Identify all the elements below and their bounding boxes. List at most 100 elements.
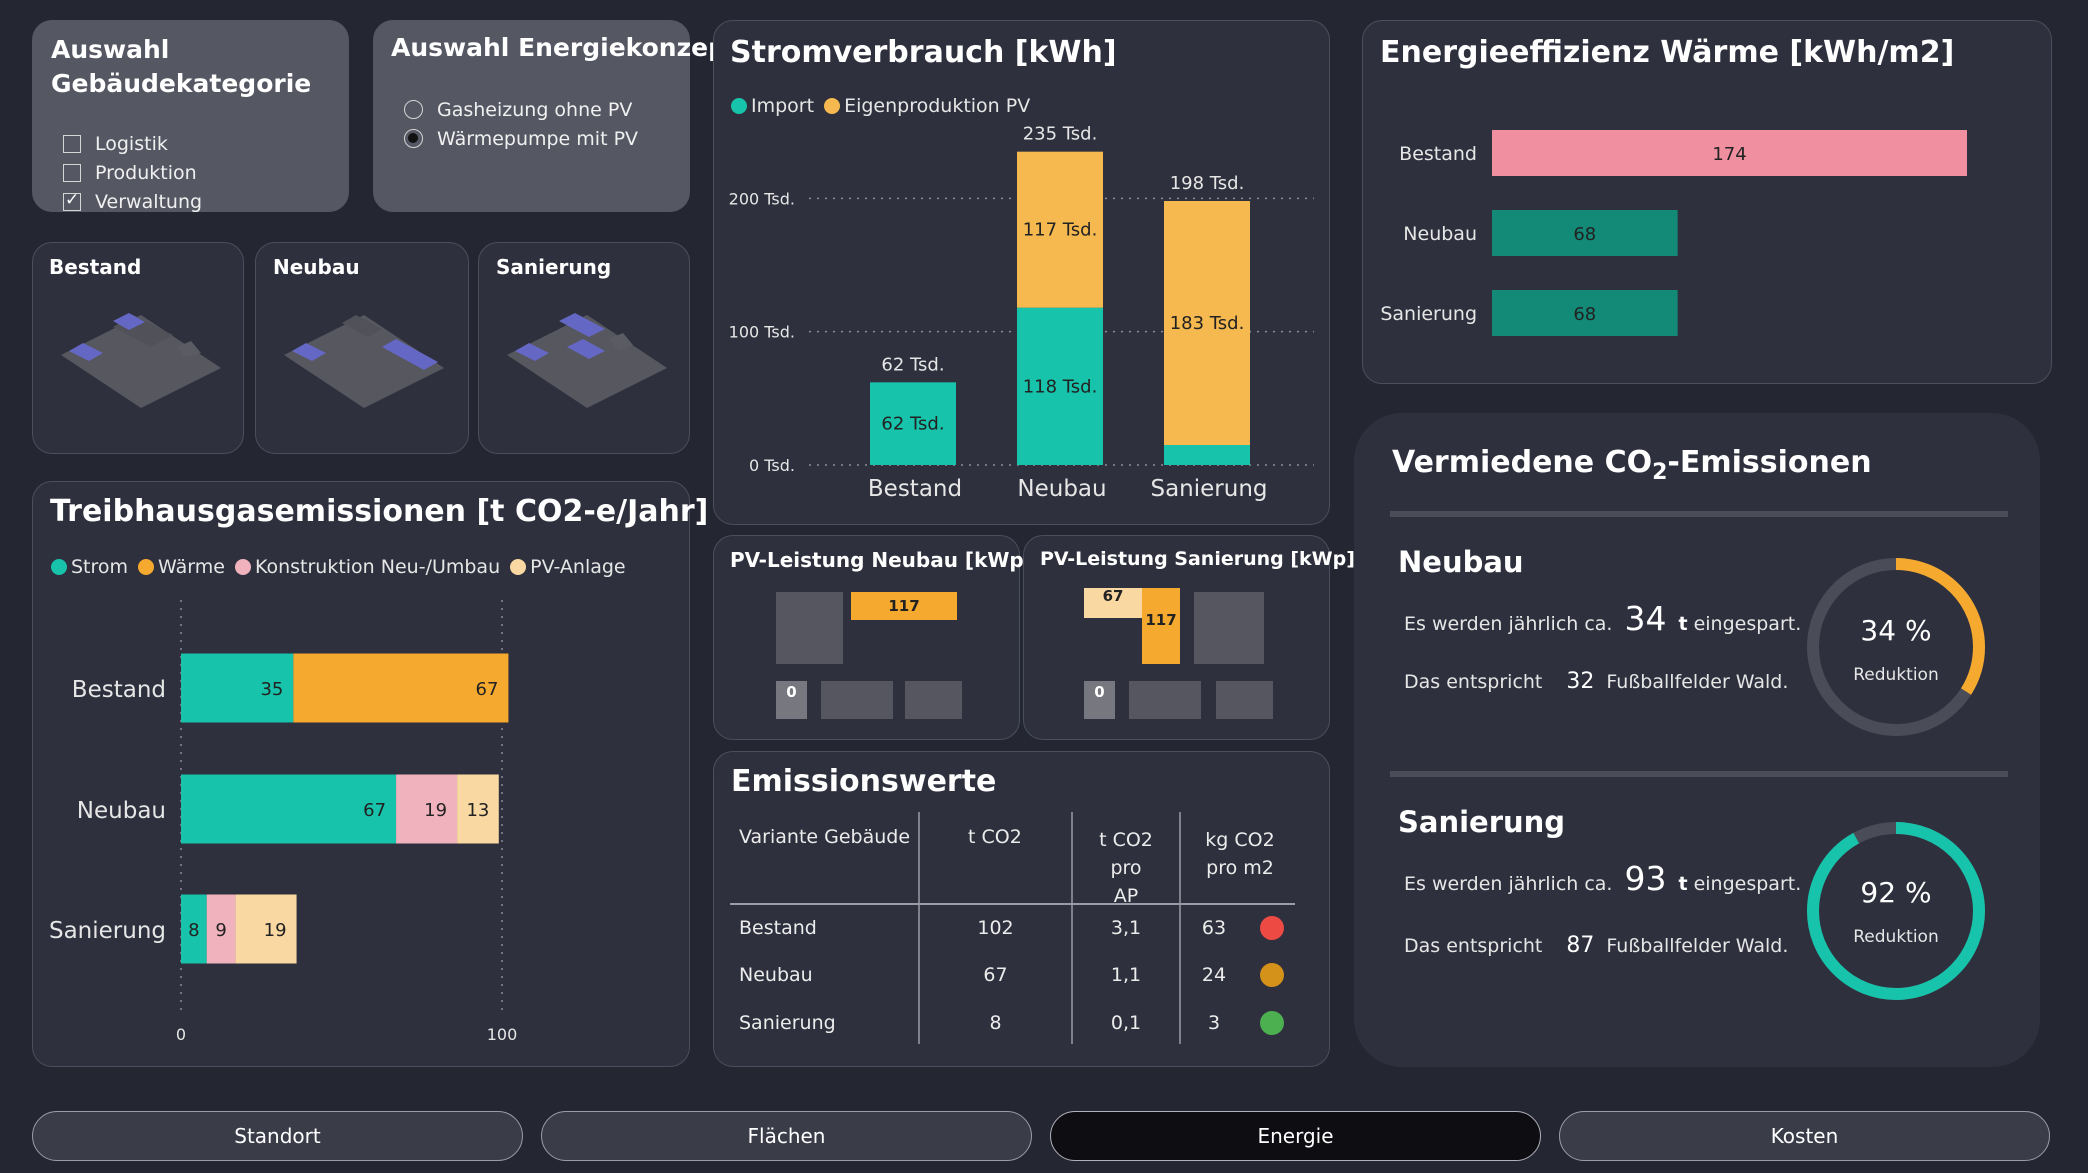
nav-standort-button[interactable]: Standort bbox=[32, 1111, 523, 1161]
avoided-divider-2 bbox=[1390, 771, 2008, 777]
building-card-neubau-label: Neubau bbox=[273, 255, 360, 279]
checkbox-produktion[interactable]: Produktion bbox=[63, 158, 202, 187]
ghg-xtick: 100 bbox=[487, 1025, 518, 1044]
radio-gasheizung-circle[interactable] bbox=[404, 100, 423, 119]
legend-pv-label: Eigenproduktion PV bbox=[844, 95, 1031, 117]
avoided-title-sub: 2 bbox=[1652, 460, 1668, 485]
pv-neubau-block-mid bbox=[821, 681, 893, 719]
ring-progress bbox=[1807, 558, 1985, 736]
strom-bar-sanierung-import bbox=[1164, 445, 1250, 465]
ghg-bar-segment bbox=[181, 774, 397, 844]
legend-strom-label: Strom bbox=[71, 556, 129, 578]
eff-data-label: 174 bbox=[1712, 144, 1746, 165]
pv-neubau-block-right bbox=[905, 681, 962, 719]
eff-bar-bestand bbox=[1492, 130, 1967, 176]
checkbox-verwaltung[interactable]: Verwaltung bbox=[63, 187, 202, 216]
ghg-chart: 0 100 Bestand 35 67 Neubau 67 19 13 Sanierung 8 9 19 bbox=[49, 600, 518, 1044]
strom-ytick: 100 Tsd. bbox=[729, 323, 795, 342]
pv-sanierung-small-block bbox=[1084, 681, 1115, 719]
avoided-sanierung-prefix: Es werden jährlich ca. bbox=[1404, 873, 1613, 895]
strom-panel: Stromverbrauch [kWh] Import Eigenprodukt… bbox=[713, 20, 1330, 525]
cell-tco2: 8 bbox=[989, 1012, 1002, 1034]
pv-sanierung-block-right bbox=[1194, 592, 1264, 664]
nav-energie-button[interactable]: Energie bbox=[1050, 1111, 1541, 1161]
pv-neubau-block-left bbox=[776, 592, 843, 664]
legend-strom-dot bbox=[51, 559, 67, 575]
pv-neubau-small-block bbox=[776, 681, 807, 719]
building-card-sanierung[interactable]: Sanierung bbox=[478, 242, 690, 454]
strom-data-label: 62 Tsd. bbox=[881, 414, 944, 435]
radio-waermepumpe-circle[interactable] bbox=[404, 129, 423, 148]
building-neubau-icon bbox=[284, 315, 444, 408]
legend-pv: Eigenproduktion PV bbox=[824, 95, 1030, 117]
pv-sanierung-main-value: 117 bbox=[1145, 611, 1177, 629]
radio-waermepumpe-label: Wärmepumpe mit PV bbox=[437, 127, 639, 150]
efficiency-panel: Energieeffizienz Wärme [kWh/m2] Bestand 1… bbox=[1362, 20, 2052, 384]
eff-ytick: Sanierung bbox=[1380, 303, 1477, 325]
legend-pv-anlage-dot bbox=[510, 559, 527, 575]
avoided-sanierung-sentence-1: Es werden jährlich ca. 93 t eingespart. bbox=[1404, 859, 1801, 898]
avoided-sanierung-suffix: eingespart. bbox=[1693, 873, 1802, 895]
efficiency-chart: Bestand 174 Neubau 68 Sanierung 68 bbox=[1380, 130, 1967, 336]
avoided-neubau-prefix: Es werden jährlich ca. bbox=[1404, 613, 1613, 635]
strom-bar-bestand-import bbox=[870, 382, 956, 465]
pv-sanierung-zero: 0 bbox=[1094, 683, 1105, 701]
checkbox-logistik-box[interactable] bbox=[63, 134, 81, 153]
legend-waerme-label: Wärme bbox=[158, 556, 225, 578]
building-card-neubau[interactable]: Neubau bbox=[255, 242, 469, 454]
checkbox-logistik[interactable]: Logistik bbox=[63, 129, 202, 158]
ring-progress bbox=[1807, 822, 1985, 1000]
avoided-sanierung-ring bbox=[1807, 822, 1985, 1000]
strom-bar-neubau-import bbox=[1017, 307, 1103, 465]
checkbox-produktion-box[interactable] bbox=[63, 163, 81, 182]
nav-flaechen-button[interactable]: Flächen bbox=[541, 1111, 1032, 1161]
col-header-per-ap: t CO2 pro AP bbox=[1096, 826, 1156, 910]
avoided-neubau-pct: 34 % bbox=[1860, 614, 1932, 647]
emissions-table-grid bbox=[730, 812, 1295, 1044]
col-header-per-ap-text: t CO2 pro AP bbox=[1099, 829, 1153, 907]
nav-kosten-button[interactable]: Kosten bbox=[1559, 1111, 2050, 1161]
col-header-variante: Variante Gebäude bbox=[739, 826, 911, 848]
avoided-sanierung-eq-suffix: Fußballfelder Wald. bbox=[1606, 935, 1789, 957]
legend-konstruktion-label: Konstruktion Neu-/Umbau bbox=[254, 556, 501, 578]
strom-bar-neubau-pv bbox=[1017, 151, 1103, 308]
building-card-bestand[interactable]: Bestand bbox=[32, 242, 244, 454]
col-header-per-m2: kg CO2 pro m2 bbox=[1195, 826, 1285, 882]
radio-waermepumpe[interactable]: Wärmepumpe mit PV bbox=[404, 124, 638, 153]
avoided-sanierung-heading: Sanierung bbox=[1398, 805, 1566, 839]
legend-pv-dot bbox=[824, 98, 841, 114]
avoided-neubau-eq-suffix: Fußballfelder Wald. bbox=[1606, 671, 1789, 693]
energy-concept-filter: Auswahl Energiekonzept Gasheizung ohne P… bbox=[373, 20, 738, 212]
legend-waerme-dot bbox=[138, 559, 155, 575]
building-sanierung-icon bbox=[507, 313, 667, 408]
avoided-title-post: -Emissionen bbox=[1667, 445, 1872, 480]
strom-chart-title: Stromverbrauch [kWh] bbox=[730, 35, 1117, 70]
building-card-sanierung-label: Sanierung bbox=[496, 255, 612, 279]
radio-gasheizung[interactable]: Gasheizung ohne PV bbox=[404, 95, 638, 124]
energy-concept-title: Auswahl Energiekonzept bbox=[391, 33, 738, 62]
status-dot-green bbox=[1260, 1011, 1284, 1035]
ghg-bar-segment bbox=[457, 774, 499, 844]
strom-ytick: 200 Tsd. bbox=[729, 189, 795, 208]
strom-xtick: Neubau bbox=[1017, 476, 1106, 502]
legend-strom: Strom bbox=[51, 556, 128, 578]
pv-sanierung-small-value: 67 bbox=[1102, 587, 1124, 605]
emissions-table-panel: Emissionswerte Variante Gebäude t CO2 t … bbox=[713, 751, 1330, 1067]
eff-ytick: Neubau bbox=[1403, 223, 1477, 245]
checkbox-verwaltung-box[interactable] bbox=[63, 190, 81, 211]
pv-neubau-roof-value: 117 bbox=[888, 597, 920, 615]
col-header-tco2: t CO2 bbox=[968, 826, 1022, 848]
ghg-data-label: 67 bbox=[363, 800, 386, 821]
avoided-divider-1 bbox=[1390, 511, 2008, 517]
ghg-data-label: 67 bbox=[476, 679, 499, 700]
eff-data-label: 68 bbox=[1573, 304, 1596, 325]
avoided-sanierung-reduction: Reduktion bbox=[1853, 927, 1939, 947]
ghg-data-label: 19 bbox=[264, 920, 287, 941]
pv-neubau-panel: PV-Leistung Neubau [kWp] 117 0 bbox=[713, 535, 1033, 740]
cell-tco2: 67 bbox=[983, 964, 1008, 986]
col-header-per-m2-text: kg CO2 pro m2 bbox=[1205, 829, 1275, 879]
ghg-bar-segment bbox=[206, 894, 236, 964]
avoided-neubau-suffix: eingespart. bbox=[1693, 613, 1802, 635]
avoided-neubau-reduction: Reduktion bbox=[1853, 665, 1939, 685]
pv-neubau-roof-bar bbox=[851, 592, 957, 620]
